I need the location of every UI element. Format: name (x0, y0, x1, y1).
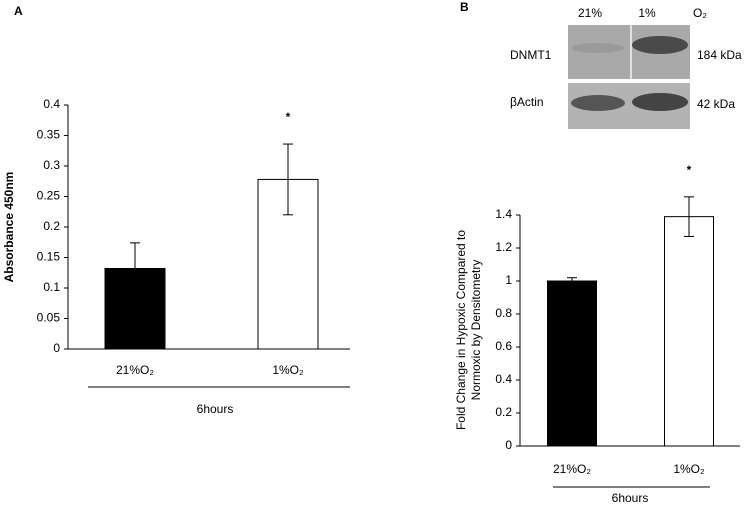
panel-label: A (14, 4, 23, 18)
blot-lane: 1% (638, 6, 656, 20)
error-bar (684, 196, 694, 237)
blot-protein: βActin (510, 95, 544, 109)
y-tick-label: 0.6 (495, 339, 512, 353)
blot-condition: O₂ (693, 6, 707, 20)
y-tick-label: 0.4 (495, 372, 512, 386)
y-tick-label: 0.25 (37, 189, 61, 203)
y-axis-label: Absorbance 450nm (2, 172, 16, 283)
y-tick-label: 0.15 (37, 250, 61, 264)
y-tick-label: 0 (53, 341, 60, 355)
group-label: 6hours (612, 491, 649, 505)
error-bar (283, 143, 293, 216)
x-tick-label: 21%O₂ (553, 462, 591, 476)
y-tick-label: 0.05 (37, 311, 61, 325)
x-tick-label: 21%O₂ (116, 363, 154, 377)
blot-lane: 21% (578, 6, 602, 20)
bar (547, 280, 597, 447)
x-tick-label: 1%O₂ (272, 363, 304, 377)
x-tick-label: 1%O₂ (673, 462, 705, 476)
y-tick-label: 0.8 (495, 306, 512, 320)
blot-size: 184 kDa (697, 48, 742, 62)
blot-image (568, 25, 690, 129)
y-tick-label: 0.2 (43, 219, 60, 233)
error-bar (567, 277, 577, 285)
y-axis-label: Normoxic by Densitometry (469, 260, 483, 401)
y-tick-label: 1.4 (495, 207, 512, 221)
y-tick-label: 1.2 (495, 240, 512, 254)
significance-marker: * (286, 110, 291, 124)
blot-protein: DNMT1 (510, 48, 552, 62)
y-tick-label: 0.4 (43, 97, 60, 111)
y-tick-label: 0 (505, 438, 512, 452)
y-tick-label: 1 (505, 273, 512, 287)
blot-size: 42 kDa (697, 97, 735, 111)
y-tick-label: 0.2 (495, 405, 512, 419)
bar (664, 216, 714, 447)
significance-marker: * (687, 163, 692, 177)
error-bar (130, 242, 140, 295)
group-label: 6hours (197, 402, 234, 416)
y-axis-label: Fold Change in Hypoxic Compared to (454, 230, 468, 430)
panel-label: B (460, 0, 469, 14)
y-tick-label: 0.35 (37, 128, 61, 142)
y-tick-label: 0.1 (43, 280, 60, 294)
y-tick-label: 0.3 (43, 158, 60, 172)
